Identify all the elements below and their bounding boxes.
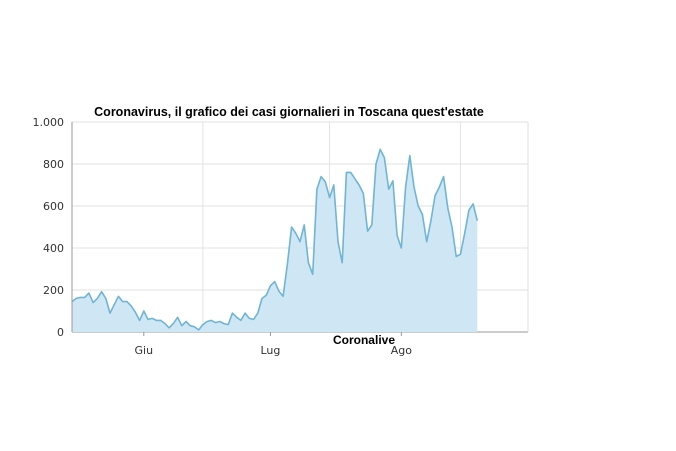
y-tick-label: 0 <box>57 326 64 339</box>
x-tick-label: Giu <box>134 344 153 357</box>
y-tick-label: 1.000 <box>33 116 65 129</box>
series-area-fill <box>72 149 478 332</box>
x-tick-label: Ago <box>391 344 413 357</box>
x-tick-label: Lug <box>260 344 280 357</box>
y-tick-label: 800 <box>43 158 64 171</box>
axis-layer: 0 200 400 600 800 1.000 Giu Lug Ago <box>33 116 413 357</box>
y-tick-label: 400 <box>43 242 64 255</box>
source-label: Coronalive <box>333 333 395 347</box>
chart-title: Coronavirus, il grafico dei casi giornal… <box>94 105 484 119</box>
series-line <box>71 148 479 331</box>
y-tick-label: 200 <box>43 284 64 297</box>
y-tick-label: 600 <box>43 200 64 213</box>
